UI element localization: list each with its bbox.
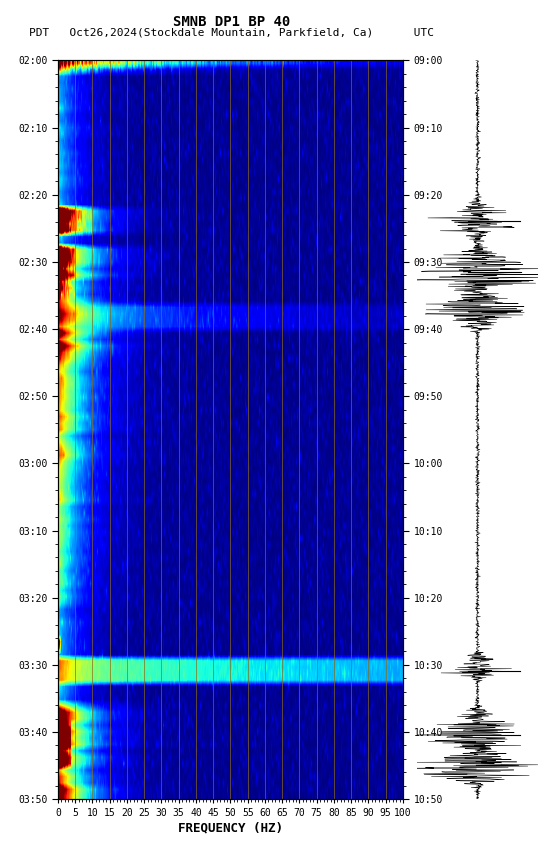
X-axis label: FREQUENCY (HZ): FREQUENCY (HZ) bbox=[178, 821, 283, 834]
Text: SMNB DP1 BP 40: SMNB DP1 BP 40 bbox=[173, 15, 290, 29]
Text: PDT   Oct26,2024(Stockdale Mountain, Parkfield, Ca)      UTC: PDT Oct26,2024(Stockdale Mountain, Parkf… bbox=[29, 28, 434, 38]
